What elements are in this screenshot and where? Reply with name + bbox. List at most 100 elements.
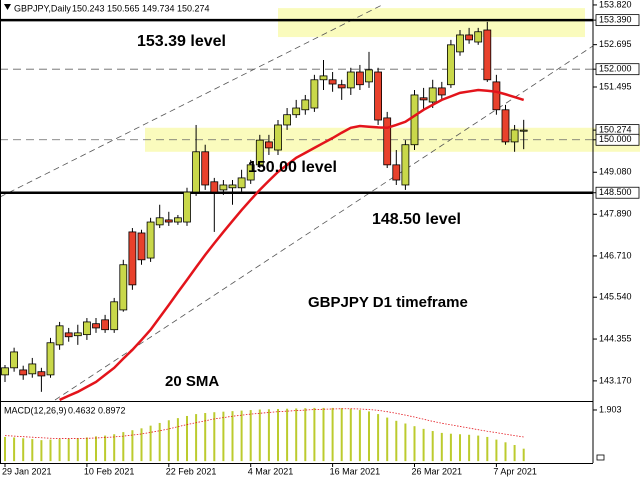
macd-bar [486, 436, 489, 462]
candle-body [301, 99, 310, 111]
y-tick-label: 150.000 [599, 134, 632, 144]
macd-bar [368, 411, 370, 462]
candle-body [164, 219, 173, 223]
macd-bar [322, 407, 325, 462]
trendlines [0, 3, 593, 401]
macd-bar [459, 434, 461, 462]
trendline [0, 3, 385, 198]
price-ticks: 153.820 153.390 152.695 152.000 151.495 150.2… [593, 0, 640, 414]
y-tick-label: 152.695 [599, 39, 632, 49]
candle-body [483, 29, 492, 81]
y-tick-label: 148.500 [599, 187, 632, 197]
candle-body [101, 319, 109, 331]
macd-bar [331, 407, 334, 462]
macd-bar [377, 414, 380, 462]
macd-bar [58, 439, 61, 462]
candle-body [328, 79, 337, 85]
candle-body [128, 231, 137, 286]
macd-bar [495, 439, 498, 462]
candle-body [519, 129, 528, 132]
candle-body [237, 177, 246, 189]
macd-bar [349, 408, 352, 462]
macd-bar [267, 409, 270, 462]
signal-line [4, 408, 524, 439]
macd-bar [31, 439, 34, 462]
x-tick-label: 7 Apr 2021 [493, 466, 537, 476]
last-open: 150.243 [72, 3, 105, 13]
y-tick-label: 143.170 [599, 375, 632, 385]
macd-bar [477, 435, 480, 462]
candle-body [228, 184, 237, 189]
candle-body [1, 367, 9, 376]
x-tick-label: 16 Mar 2021 [330, 466, 381, 476]
candle-body [173, 217, 182, 223]
macd-bar [49, 439, 52, 462]
macd-bar [140, 428, 143, 462]
symbol-icon [4, 4, 11, 10]
candle-body [292, 107, 301, 116]
price-label-box [595, 63, 640, 76]
candle-body [55, 325, 64, 346]
macd-bar [304, 408, 307, 462]
y-tick-label: 144.355 [599, 333, 632, 343]
candle-body [492, 81, 501, 111]
macd-bar [295, 408, 298, 462]
candle-body [92, 323, 100, 329]
candle-body [146, 221, 155, 259]
candle-body [246, 164, 255, 181]
macd-title: MACD(12,26,9) [4, 405, 67, 415]
candle-body [410, 94, 419, 146]
macd-bar [431, 431, 434, 462]
symbol-title: GBPJPY,Daily [14, 3, 71, 13]
macd-bar [468, 434, 471, 462]
candle-body [365, 69, 373, 83]
candle-body [64, 332, 73, 338]
candle-body [419, 97, 428, 101]
candle-body [465, 34, 474, 41]
axes [0, 0, 594, 464]
macd-bar [22, 438, 25, 462]
candle-body [10, 351, 19, 369]
macd-bar [4, 436, 6, 462]
macd-bar [404, 423, 407, 462]
candle-body [37, 371, 46, 377]
candle-body [73, 332, 82, 337]
pane-icon [596, 454, 605, 461]
candle-body [83, 321, 91, 336]
macd-bar [413, 426, 416, 462]
candle-body [19, 369, 28, 376]
candle-body [401, 144, 410, 186]
macd-bar [513, 444, 516, 462]
macd-bar [386, 417, 389, 462]
last-close: 150.274 [177, 3, 210, 13]
candle-body [437, 87, 446, 96]
macd-bar [213, 412, 216, 462]
candle-body [137, 232, 146, 261]
macd-bar [313, 407, 316, 462]
y-tick-label: 1.903 [599, 404, 622, 414]
macd-bar [195, 414, 198, 462]
y-tick-label: 151.495 [599, 81, 632, 91]
annotation: 20 SMA [165, 373, 219, 390]
macd-bar [222, 411, 225, 462]
candle-body [510, 129, 519, 143]
candle-body [219, 184, 228, 191]
x-tick-label: 29 Jan 2021 [2, 466, 52, 476]
price-pane [1, 21, 528, 401]
trendline [54, 45, 593, 401]
candle-body [183, 191, 191, 223]
candle-body [274, 124, 282, 151]
x-tick-label: 10 Feb 2021 [84, 466, 135, 476]
macd-main-value: 0.4632 [68, 405, 96, 415]
candle-body [392, 164, 401, 181]
macd-bar [504, 442, 507, 462]
candle-body [310, 79, 319, 109]
price-label-box [595, 133, 640, 146]
x-tick-label: 4 Mar 2021 [248, 466, 294, 476]
y-tick-label: 145.540 [599, 292, 632, 302]
candle-body [264, 141, 273, 149]
candle-body [46, 342, 55, 376]
macd-bar [95, 436, 97, 462]
